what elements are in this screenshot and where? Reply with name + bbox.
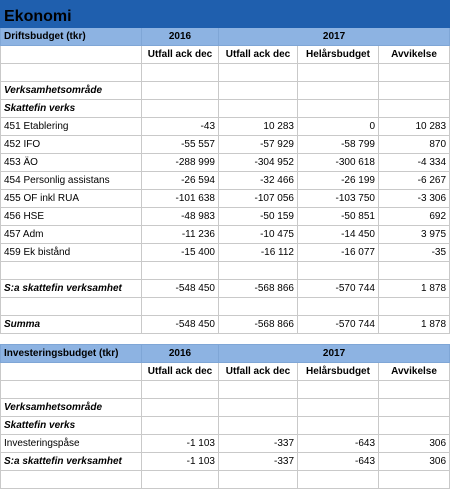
table-row: 452 IFO -55 557 -57 929 -58 799 870	[0, 135, 451, 154]
table-row: 451 Etablering -43 10 283 0 10 283	[0, 117, 451, 136]
drift-subtotal-row: S:a skattefin verksamhet -548 450 -568 8…	[0, 279, 451, 298]
drift-subheader: Avvikelse	[377, 45, 451, 64]
invest-subheader: Utfall ack dec	[141, 362, 219, 381]
invest-year-2016: 2016	[141, 344, 219, 363]
sheet-title: Ekonomi	[0, 0, 451, 28]
table-row: Investeringspåse -1 103 -337 -643 306	[0, 434, 451, 453]
invest-group-label: Skattefin verks	[0, 416, 142, 435]
invest-section-label: Verksamhetsområde	[0, 398, 142, 417]
empty-cell	[0, 45, 142, 64]
table-row: 456 HSE -48 983 -50 159 -50 851 692	[0, 207, 451, 226]
invest-subheader: Avvikelse	[377, 362, 451, 381]
drift-header: Driftsbudget (tkr)	[0, 27, 142, 46]
table-row: 453 ÄO -288 999 -304 952 -300 618 -4 334	[0, 153, 451, 172]
drift-year-2016: 2016	[141, 27, 219, 46]
table-row: 457 Adm -11 236 -10 475 -14 450 3 975	[0, 225, 451, 244]
invest-subheader: Utfall ack dec	[218, 362, 298, 381]
drift-year-2017: 2017	[217, 27, 451, 46]
table-row: 459 Ek bistånd -15 400 -16 112 -16 077 -35	[0, 243, 451, 262]
drift-subheader: Utfall ack dec	[141, 45, 219, 64]
drift-section-label: Verksamhetsområde	[0, 81, 142, 100]
invest-subtotal-row: S:a skattefin verksamhet -1 103 -337 -64…	[0, 452, 451, 471]
drift-subheader: Utfall ack dec	[218, 45, 298, 64]
drift-total-row: Summa -548 450 -568 866 -570 744 1 878	[0, 315, 451, 334]
invest-year-2017: 2017	[217, 344, 451, 363]
drift-subheader: Helårsbudget	[297, 45, 379, 64]
empty-cell	[0, 63, 142, 82]
table-row: 454 Personlig assistans -26 594 -32 466 -26…	[0, 171, 451, 190]
invest-header: Investeringsbudget (tkr)	[0, 344, 142, 363]
table-row: 455 OF inkl RUA -101 638 -107 056 -103 750-…	[0, 189, 451, 208]
invest-subheader: Helårsbudget	[297, 362, 379, 381]
drift-group-label: Skattefin verks	[0, 99, 142, 118]
